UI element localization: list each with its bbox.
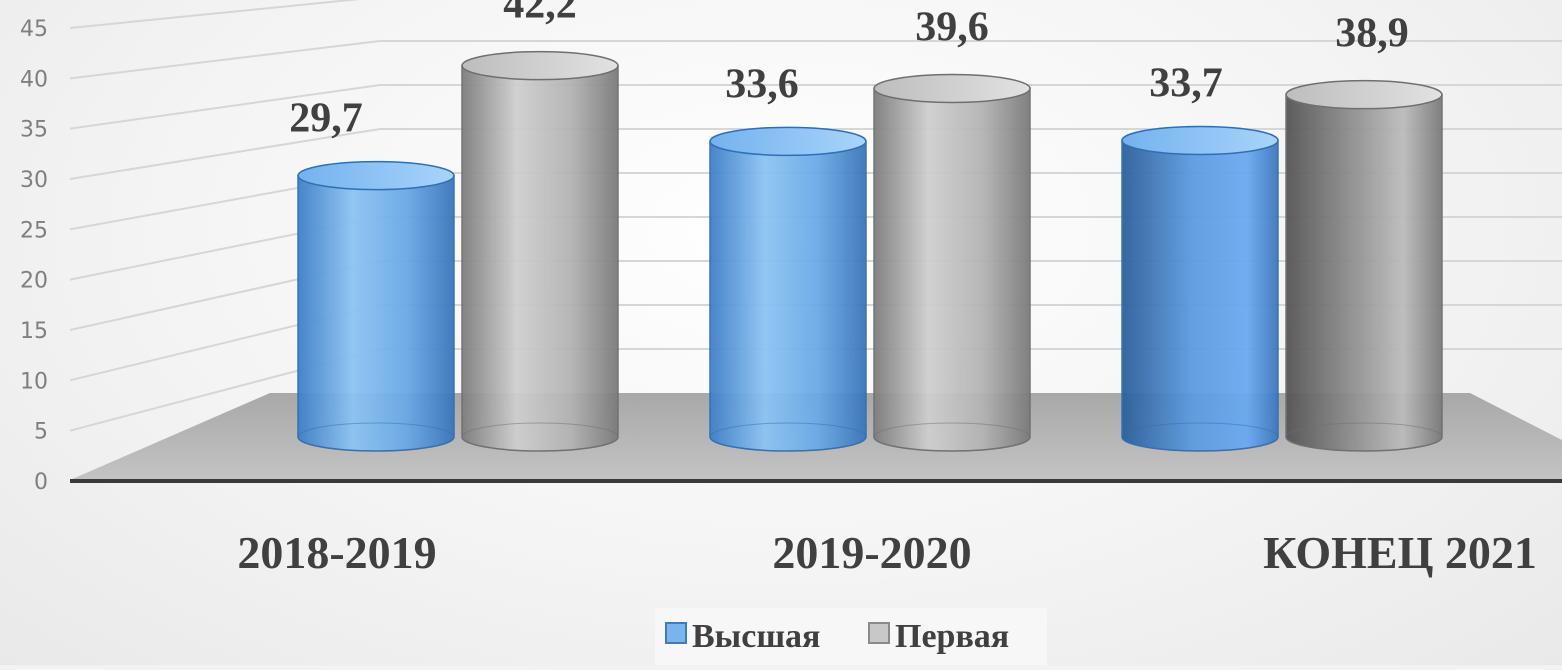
data-label-vysshaya-1: 33,6 — [725, 61, 799, 107]
legend-background — [655, 608, 1047, 665]
x-tick-label-1: 2019-2020 — [772, 527, 971, 578]
bar-vysshaya-0 — [297, 160, 455, 452]
y-axis: 0 5 10 15 20 25 30 35 40 45 — [20, 17, 48, 495]
y-tick-label-40: 40 — [20, 67, 48, 92]
y-tick-label-5: 5 — [34, 420, 48, 445]
bar-top-cap — [709, 126, 867, 157]
bar-vysshaya-1 — [709, 126, 867, 452]
bar-base-rim — [297, 422, 455, 452]
bar-body — [1285, 93, 1443, 452]
bar-top-cap — [873, 73, 1031, 104]
bar-body — [461, 64, 619, 452]
gridline-35 — [69, 84, 1562, 130]
data-labels: 29,7 42,2 33,6 39,6 33,7 38,9 — [289, 0, 1409, 142]
data-label-pervaya-2: 38,9 — [1335, 11, 1409, 57]
bar-top-cap — [1121, 125, 1279, 156]
x-tick-label-0: 2018-2019 — [237, 527, 436, 578]
bar-body — [297, 174, 455, 452]
x-axis: 2018-2019 2019-2020 КОНЕЦ 2021 — [237, 527, 1537, 578]
bar-base-rim — [873, 422, 1031, 452]
legend-label-pervaya: Первая — [895, 618, 1009, 655]
bar-vysshaya-2 — [1121, 125, 1279, 452]
bars — [297, 50, 1443, 452]
y-tick-label-30: 30 — [20, 168, 48, 193]
y-tick-label-35: 35 — [20, 118, 48, 143]
legend-swatch-pervaya — [868, 622, 890, 644]
bar-base-rim — [709, 422, 867, 452]
bar-base-rim — [1121, 422, 1279, 452]
bar-pervaya-0 — [461, 50, 619, 452]
bar-base-rim — [461, 422, 619, 452]
data-label-vysshaya-2: 33,7 — [1149, 60, 1223, 106]
legend-swatch-vysshaya — [665, 622, 687, 644]
gridline-45 — [69, 0, 361, 29]
data-label-vysshaya-0: 29,7 — [289, 96, 363, 142]
gridline-40 — [69, 40, 1562, 80]
bar-body — [1121, 139, 1279, 452]
data-label-pervaya-1: 39,6 — [915, 5, 989, 51]
bar-pervaya-1 — [873, 73, 1031, 452]
y-tick-label-15: 15 — [20, 319, 48, 344]
y-tick-label-0: 0 — [34, 470, 48, 495]
y-tick-label-25: 25 — [20, 218, 48, 243]
bar-top-cap — [1285, 79, 1443, 110]
x-tick-label-2: КОНЕЦ 2021 — [1263, 527, 1537, 578]
legend: Высшая Первая — [655, 608, 1047, 665]
bar-body — [873, 87, 1031, 452]
data-label-pervaya-0: 42,2 — [503, 0, 577, 28]
bar-body — [709, 140, 867, 452]
bar-pervaya-2 — [1285, 79, 1443, 452]
y-tick-label-10: 10 — [20, 369, 48, 394]
y-tick-label-45: 45 — [20, 17, 48, 42]
bar-top-cap — [297, 160, 455, 191]
legend-label-vysshaya: Высшая — [692, 618, 820, 655]
bar-base-rim — [1285, 422, 1443, 452]
y-tick-label-20: 20 — [20, 269, 48, 294]
bar-top-cap — [461, 50, 619, 81]
